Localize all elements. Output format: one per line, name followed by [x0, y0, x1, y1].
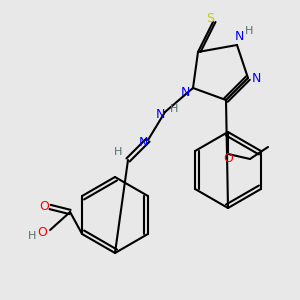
- Text: H: H: [245, 26, 253, 36]
- Text: N: N: [251, 71, 261, 85]
- Text: N: N: [155, 109, 165, 122]
- Text: N: N: [138, 136, 148, 148]
- Text: H: H: [170, 104, 178, 114]
- Text: H: H: [28, 231, 36, 241]
- Text: O: O: [223, 152, 233, 164]
- Text: S: S: [206, 13, 214, 26]
- Text: N: N: [234, 31, 244, 44]
- Text: N: N: [180, 86, 190, 100]
- Text: O: O: [39, 200, 49, 214]
- Text: O: O: [37, 226, 47, 238]
- Text: H: H: [114, 147, 122, 157]
